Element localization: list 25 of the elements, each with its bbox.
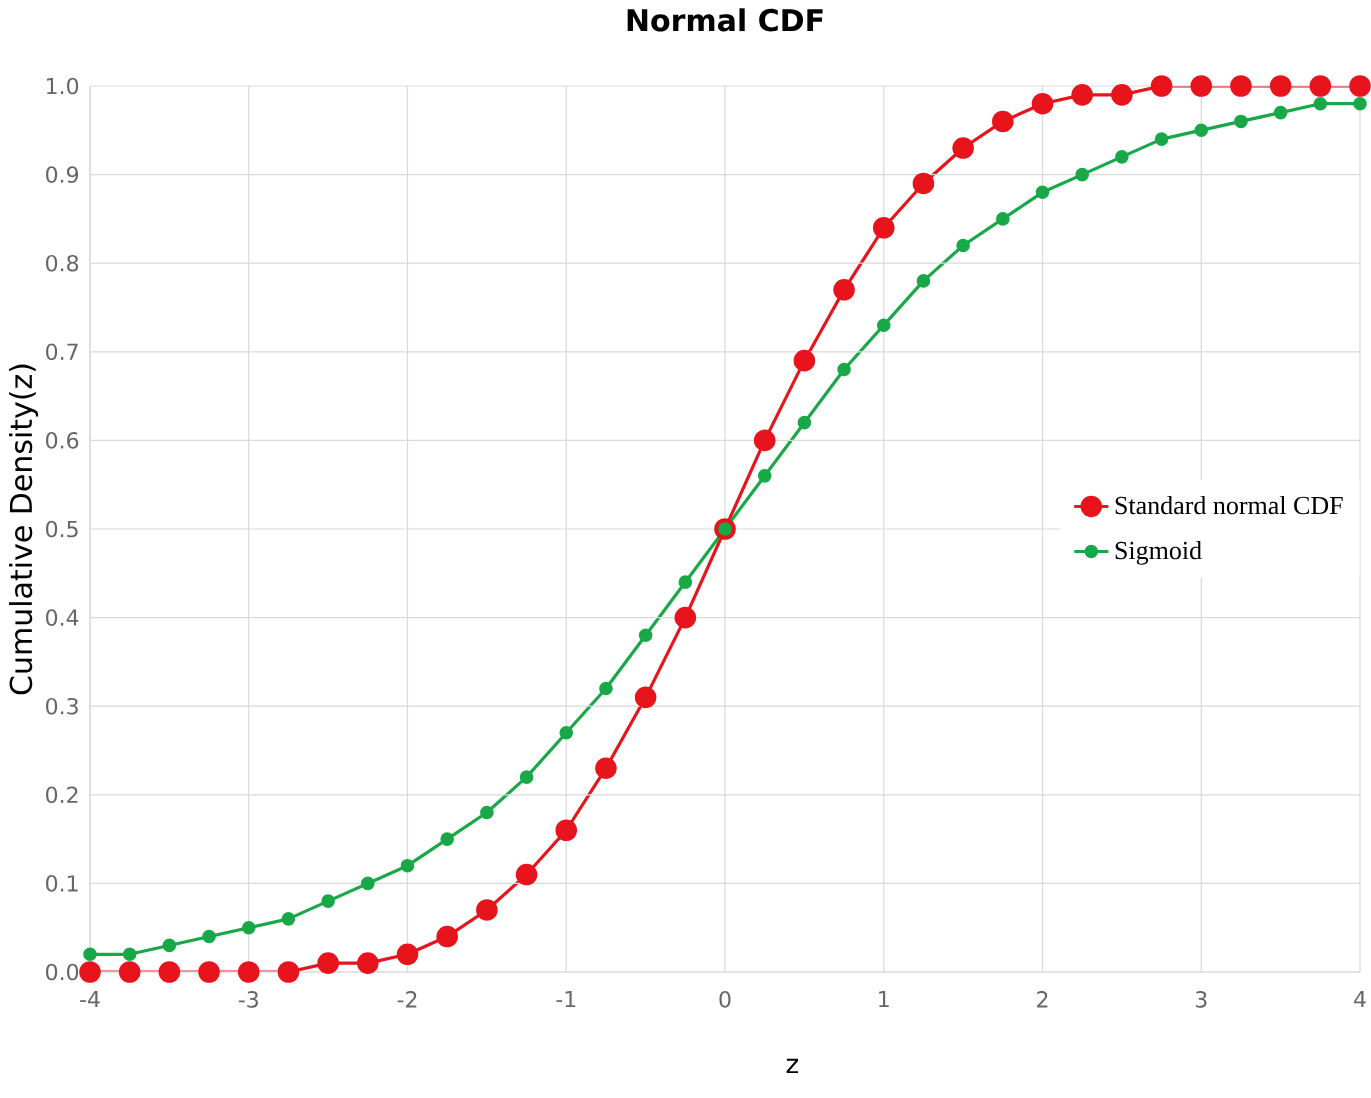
y-tick-label: 0.9 — [46, 166, 79, 183]
x-tick-label: 0 — [719, 991, 731, 1008]
x-tick-label: -1 — [556, 991, 576, 1008]
y-tick-label: 0.3 — [46, 697, 78, 715]
y-tick-label: 0.4 — [46, 609, 79, 626]
y-tick-label: 0.8 — [46, 254, 79, 272]
y-tick-label: 0.2 — [46, 786, 78, 804]
y-tick-label: 0.1 — [46, 875, 78, 892]
x-tick-label: 2 — [1037, 991, 1048, 1008]
y-tick-label: 1.0 — [47, 77, 79, 95]
legend-label: Standard normal CDF — [1115, 495, 1343, 515]
y-tick-label: 0.6 — [46, 432, 79, 449]
x-tick-label: 1 — [879, 991, 889, 1008]
chart-title: Normal CDF — [627, 8, 823, 32]
y-tick-label: 0.5 — [46, 520, 78, 538]
y-tick-label: 0.7 — [46, 343, 78, 361]
legend-label: Sigmoid — [1115, 541, 1202, 565]
x-axis-title: z — [786, 1058, 799, 1074]
x-tick-label: 3 — [1195, 991, 1207, 1008]
x-tick-label: -3 — [238, 991, 258, 1008]
x-tick-label: -2 — [397, 991, 417, 1008]
x-tick-label: -4 — [80, 991, 100, 1008]
y-axis-title: Cumulative Density(z) — [9, 364, 39, 695]
x-tick-label: 4 — [1354, 991, 1366, 1008]
y-tick-label: 0.0 — [46, 963, 79, 981]
